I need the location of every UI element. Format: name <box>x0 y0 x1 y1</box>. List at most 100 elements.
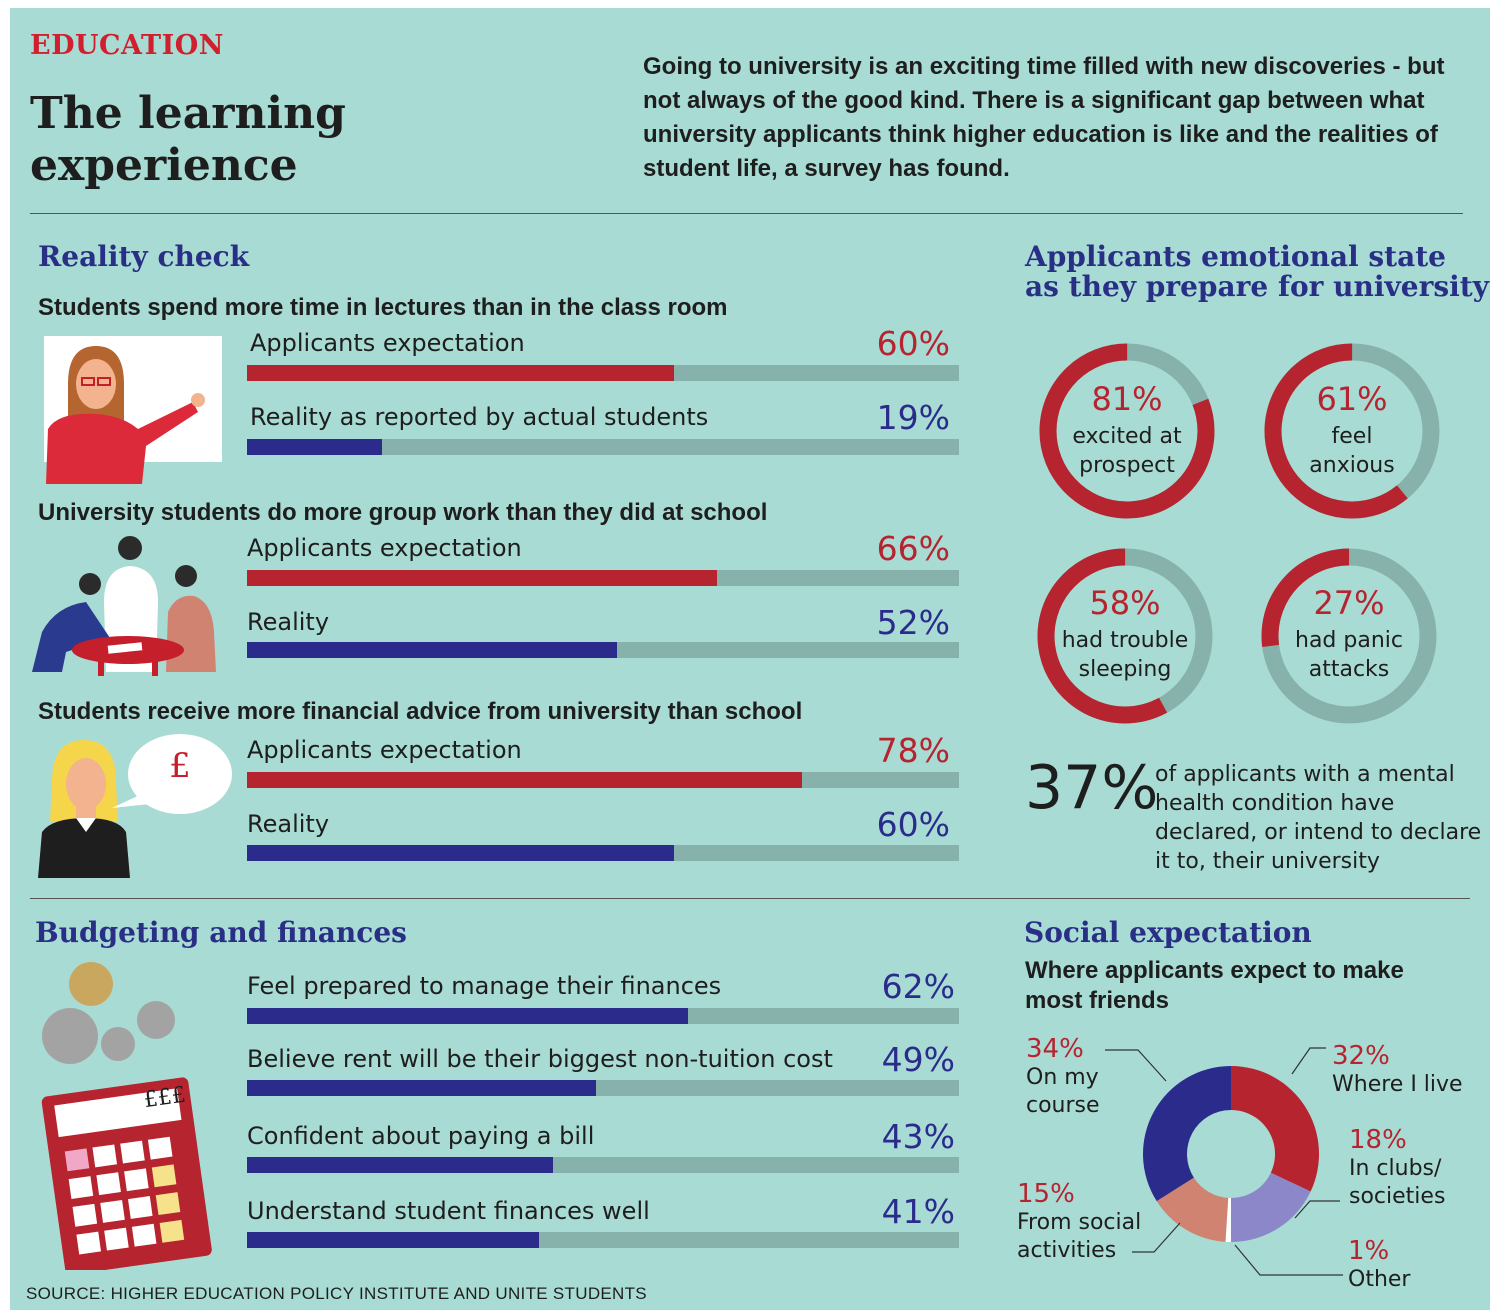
bar-track <box>247 439 959 455</box>
ring-value: 81% <box>1091 380 1163 418</box>
bar-value: 49% <box>881 1040 955 1079</box>
bar-value: 60% <box>876 805 950 844</box>
donut-segment <box>1143 1066 1231 1202</box>
ring-value: 61% <box>1316 380 1388 418</box>
ring-label: excited at prospect <box>1039 422 1215 480</box>
ring-arc <box>1264 343 1440 519</box>
finance-advice-illustration <box>38 734 232 878</box>
bar-label: Feel prepared to manage their finances <box>247 972 722 1000</box>
donut-label-social: 15% From social activities <box>1017 1179 1141 1265</box>
source-note: SOURCE: HIGHER EDUCATION POLICY INSTITUT… <box>26 1284 647 1303</box>
ring-label-line: prospect <box>1079 453 1175 478</box>
bar-value: 41% <box>881 1192 955 1231</box>
infographic: EDUCATION The learning experience Going … <box>10 8 1490 1310</box>
stat-text: of applicants with a mental health condi… <box>1155 762 1482 874</box>
ring-arc <box>1039 343 1215 519</box>
bar-label: Confident about paying a bill <box>247 1122 595 1150</box>
bar-fill <box>247 1157 554 1173</box>
bar-fill <box>247 1008 689 1024</box>
friends-donut-chart <box>1143 1066 1319 1242</box>
pound-symbol: £ <box>169 746 191 786</box>
donut-label-course: 34% On my course <box>1026 1034 1100 1120</box>
bar-fill <box>247 642 618 658</box>
bar-track <box>247 365 959 381</box>
bar-fill <box>247 365 675 381</box>
group-title: Students receive more financial advice f… <box>38 698 803 725</box>
donut-label-pct: 18% <box>1349 1125 1407 1155</box>
teacher-illustration <box>44 336 222 484</box>
donut-segment <box>1156 1177 1229 1242</box>
bar-track <box>247 1080 959 1096</box>
ring-label: feel anxious <box>1264 422 1440 480</box>
emotional-heading-line: as they prepare for university <box>1025 270 1489 303</box>
bar-label: Believe rent will be their biggest non-t… <box>247 1045 833 1073</box>
emotional-heading: Applicants emotional state as they prepa… <box>1025 242 1489 302</box>
bar-value: 19% <box>876 398 950 437</box>
ring-label-line: excited at <box>1072 424 1182 449</box>
donut-label-text: societies <box>1349 1184 1446 1209</box>
bar-label: Applicants expectation <box>247 736 522 764</box>
bar-label: Understand student finances well <box>247 1197 650 1225</box>
bar-label: Reality <box>247 608 330 636</box>
bar-label: Applicants expectation <box>247 534 522 562</box>
section-kicker: EDUCATION <box>30 30 224 61</box>
bar-fill <box>247 439 383 455</box>
social-heading: Social expectation <box>1024 916 1312 949</box>
bar-fill <box>247 772 803 788</box>
bar-track <box>247 1008 959 1024</box>
stat-number: 37% <box>1025 753 1159 823</box>
reality-check-heading: Reality check <box>38 240 250 273</box>
ring-label-line: attacks <box>1308 657 1390 682</box>
bar-value: 66% <box>876 529 950 568</box>
bar-value: 43% <box>881 1117 955 1156</box>
social-subheading: Where applicants expect to make most fri… <box>1025 956 1404 1016</box>
group-work-illustration <box>32 536 216 676</box>
ring-value: 27% <box>1313 584 1385 622</box>
donut-leader-lines <box>1105 1047 1343 1276</box>
donut-label-text: In clubs/ <box>1349 1156 1442 1181</box>
group-title: Students spend more time in lectures tha… <box>38 294 728 321</box>
bar-label: Applicants expectation <box>250 329 525 357</box>
ring-arc <box>1261 548 1437 724</box>
donut-label-text: activities <box>1017 1238 1117 1263</box>
emotional-heading-line: Applicants emotional state <box>1025 240 1446 273</box>
donut-label-text: From social <box>1017 1210 1142 1235</box>
donut-label-text: course <box>1026 1093 1100 1118</box>
bar-track <box>247 845 959 861</box>
intro-text: Going to university is an exciting time … <box>643 53 1445 182</box>
bar-value: 60% <box>876 324 950 363</box>
ring-label: had trouble sleeping <box>1037 626 1213 684</box>
bar-fill <box>247 1232 539 1248</box>
donut-segment <box>1231 1066 1319 1192</box>
donut-label-text: On my <box>1026 1065 1099 1090</box>
divider <box>30 898 1470 899</box>
donut-label-other: 1% Other <box>1348 1236 1410 1294</box>
donut-label-pct: 34% <box>1026 1034 1084 1064</box>
bar-value: 52% <box>876 603 950 642</box>
bar-track <box>247 1157 959 1173</box>
donut-label-text: Where I live <box>1332 1072 1463 1097</box>
bar-track <box>247 570 959 586</box>
ring-chart <box>1037 548 1213 724</box>
ring-chart <box>1261 548 1437 724</box>
social-subheading-line: Where applicants expect to make <box>1025 957 1404 984</box>
bar-value: 62% <box>881 967 955 1006</box>
budgeting-heading: Budgeting and finances <box>35 916 407 949</box>
bar-fill <box>247 845 675 861</box>
page-title: The learning experience <box>30 88 346 191</box>
ring-label-line: feel <box>1331 424 1373 449</box>
donut-label-pct: 15% <box>1017 1179 1075 1209</box>
bar-track <box>247 772 959 788</box>
bar-value: 78% <box>876 731 950 770</box>
divider <box>30 213 1463 214</box>
ring-arc <box>1037 548 1213 724</box>
bar-track <box>247 1232 959 1248</box>
social-subheading-line: most friends <box>1025 987 1170 1014</box>
bar-fill <box>247 1080 596 1096</box>
group-title: University students do more group work t… <box>38 499 768 526</box>
donut-label-pct: 32% <box>1332 1041 1390 1071</box>
ring-label-line: sleeping <box>1078 657 1172 682</box>
bar-label: Reality as reported by actual students <box>250 403 709 431</box>
donut-segment <box>1231 1172 1311 1242</box>
bar-track <box>247 642 959 658</box>
